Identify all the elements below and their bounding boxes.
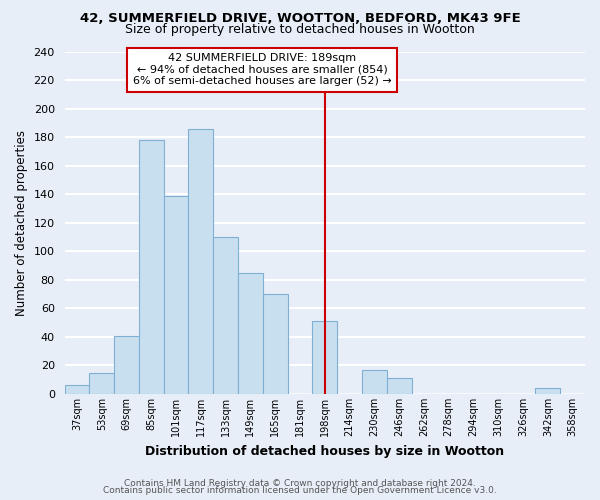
Bar [139,140,164,394]
Bar [362,370,387,394]
Bar [263,294,287,394]
Bar [65,386,89,394]
Text: Contains public sector information licensed under the Open Government Licence v3: Contains public sector information licen… [103,486,497,495]
Text: 42 SUMMERFIELD DRIVE: 189sqm
← 94% of detached houses are smaller (854)
6% of se: 42 SUMMERFIELD DRIVE: 189sqm ← 94% of de… [133,53,392,86]
X-axis label: Distribution of detached houses by size in Wootton: Distribution of detached houses by size … [145,444,505,458]
Bar [114,336,139,394]
Bar [89,372,114,394]
Bar [238,272,263,394]
Y-axis label: Number of detached properties: Number of detached properties [15,130,28,316]
Text: Contains HM Land Registry data © Crown copyright and database right 2024.: Contains HM Land Registry data © Crown c… [124,478,476,488]
Text: 42, SUMMERFIELD DRIVE, WOOTTON, BEDFORD, MK43 9FE: 42, SUMMERFIELD DRIVE, WOOTTON, BEDFORD,… [80,12,520,26]
Bar [387,378,412,394]
Bar [188,128,213,394]
Bar [213,237,238,394]
Bar [164,196,188,394]
Text: Size of property relative to detached houses in Wootton: Size of property relative to detached ho… [125,22,475,36]
Bar [313,321,337,394]
Bar [535,388,560,394]
